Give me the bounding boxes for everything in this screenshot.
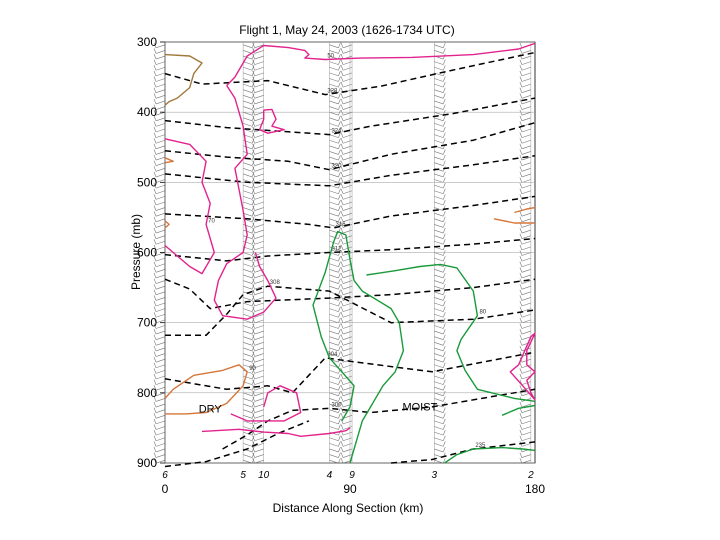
rh-mid-contour xyxy=(312,230,405,464)
rh-high-contour xyxy=(201,427,351,437)
y-tick-label: 900 xyxy=(137,456,157,470)
sounding-number: 5 xyxy=(240,470,246,481)
barb-column xyxy=(153,42,166,464)
rh-high-contour xyxy=(258,108,285,134)
y-tick-label: 500 xyxy=(137,175,157,189)
barb-column xyxy=(243,42,255,464)
contour-label: 90 xyxy=(249,366,256,372)
annotations-layer: DRY MOIST xyxy=(199,401,438,415)
rh-high-contour xyxy=(164,138,216,275)
contour-label: 308 xyxy=(270,280,281,286)
x-tick-label: 180 xyxy=(525,482,545,496)
region-label: DRY xyxy=(199,403,223,415)
contour-label: 50 xyxy=(327,54,334,60)
y-tick-label: 400 xyxy=(137,105,157,119)
rh-low-contour xyxy=(514,206,536,214)
barb-column xyxy=(340,42,353,464)
theta-contour xyxy=(164,278,536,310)
x-tick-labels: 0 90 180 xyxy=(162,482,546,496)
barb-column xyxy=(252,42,264,464)
sounding-number: 3 xyxy=(431,470,437,481)
sounding-number: 6 xyxy=(162,470,168,481)
rh-low_alt-contour xyxy=(164,53,203,106)
y-tick-label: 300 xyxy=(137,35,157,49)
chart-title: Flight 1, May 24, 2003 (1626-1734 UTC) xyxy=(239,23,454,37)
theta-contour xyxy=(164,351,536,394)
contour-label: 300 xyxy=(331,402,342,408)
barb-column xyxy=(434,42,446,464)
y-axis-title: Pressure (mb) xyxy=(129,214,143,290)
rh-high-contour xyxy=(230,385,302,422)
y-tick-label: 800 xyxy=(137,386,157,400)
y-tick-label: 600 xyxy=(137,246,157,260)
theta-contour xyxy=(164,195,536,229)
theta-contour xyxy=(165,285,536,337)
contour-label: 316 xyxy=(336,222,347,228)
theta-contour xyxy=(164,154,536,187)
sounding-number: 10 xyxy=(258,470,270,481)
rh-low-contour xyxy=(493,218,535,224)
x-axis-title: Distance Along Section (km) xyxy=(273,501,424,515)
theta-contour xyxy=(164,51,536,96)
rh-low-contour xyxy=(164,364,248,415)
rh-mid-contour xyxy=(444,446,536,464)
x-tick-label: 90 xyxy=(343,482,357,496)
x-tick-label: 0 xyxy=(162,482,169,496)
contour-label: 324 xyxy=(331,129,342,135)
wind-barbs-layer xyxy=(153,42,531,464)
contour-label: 235 xyxy=(475,443,486,449)
barb-column xyxy=(519,42,531,464)
contour-label: 304 xyxy=(327,352,338,358)
sounding-number: 4 xyxy=(327,470,333,481)
contour-label: 80 xyxy=(479,310,486,316)
rh-high-contour xyxy=(263,42,536,61)
rh-mid-contour xyxy=(366,263,536,402)
sounding-number: 9 xyxy=(349,470,355,481)
rh-high-contour xyxy=(226,44,265,86)
contour-label: 312 xyxy=(331,247,342,253)
rh-high-contour xyxy=(213,85,277,320)
theta-contour xyxy=(222,388,536,450)
theta-contour xyxy=(164,97,536,136)
contour-label: 328 xyxy=(327,89,338,95)
contour-label: 320 xyxy=(331,164,342,170)
rh-mid-contour xyxy=(501,404,536,416)
region-label: MOIST xyxy=(402,401,437,413)
theta-contour xyxy=(164,121,536,171)
theta-contour xyxy=(164,237,536,262)
theta-contour xyxy=(391,441,536,464)
sounding-number-labels: 6 5 10 4 9 3 2 xyxy=(162,470,534,481)
contour-label: 70 xyxy=(208,218,215,224)
sounding-number: 2 xyxy=(527,470,534,481)
barb-column xyxy=(329,42,341,464)
contours-layer: 328 324 320 316 312 308 304 300 235 50 70 80 90 xyxy=(164,42,536,468)
y-tick-labels: 300 400 500 600 700 800 900 xyxy=(137,35,157,470)
y-tick-label: 700 xyxy=(137,316,157,330)
rh-low-contour xyxy=(164,220,170,229)
rh-high-contour xyxy=(509,332,536,401)
rh-low-contour xyxy=(164,157,174,164)
theta-contour xyxy=(164,420,310,468)
